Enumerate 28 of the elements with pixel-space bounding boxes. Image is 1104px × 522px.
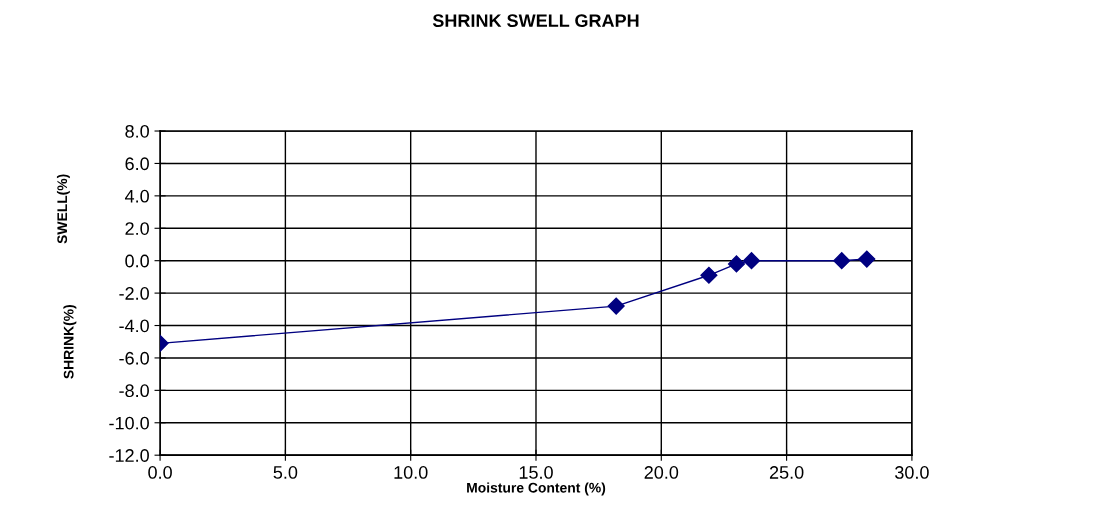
point bbox=[607, 297, 625, 315]
y-tick-label: 4.0 bbox=[124, 189, 149, 203]
y-tick-label: -10.0 bbox=[109, 416, 149, 430]
x-tick-label: 20.0 bbox=[644, 466, 679, 479]
x-tick-label: 25.0 bbox=[769, 466, 804, 479]
point bbox=[858, 250, 876, 268]
y-axis-title: SWELL(%) bbox=[56, 174, 70, 244]
point bbox=[833, 252, 851, 270]
y-tick-label: -4.0 bbox=[119, 319, 149, 333]
x-tick-label: 10.0 bbox=[394, 466, 428, 479]
y-tick-label: 0.0 bbox=[125, 254, 149, 268]
point bbox=[742, 252, 761, 270]
y-tick-label: -2.0 bbox=[119, 287, 149, 300]
point bbox=[700, 266, 718, 284]
y-tick-label: 8.0 bbox=[125, 124, 149, 138]
text: SHRINK(%) bbox=[63, 305, 77, 379]
y-tick-label: 2.0 bbox=[125, 222, 149, 235]
x-tick-label: 5.0 bbox=[273, 466, 298, 479]
x-tick-label: 15.0 bbox=[519, 466, 553, 479]
point bbox=[727, 255, 746, 273]
chart-title: SHRINK SWELL GRAPH bbox=[432, 14, 639, 28]
x-axis-title: Moisture Content (%) bbox=[467, 482, 606, 496]
y-tick-label: -12.0 bbox=[109, 449, 149, 462]
x-tick-label: 30.0 bbox=[895, 466, 929, 479]
y-tick-label: -8.0 bbox=[119, 384, 149, 398]
y-tick-label: 6.0 bbox=[125, 157, 149, 171]
x-tick-label: 0.0 bbox=[148, 466, 172, 479]
y-tick-label: -6.0 bbox=[119, 351, 149, 365]
